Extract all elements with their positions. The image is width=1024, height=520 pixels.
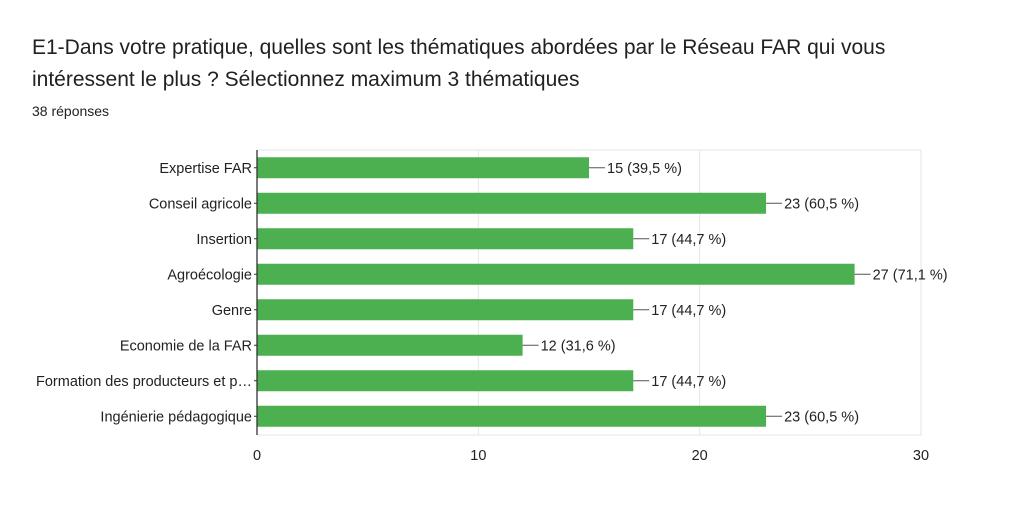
response-count: 38 réponses [32, 103, 110, 119]
value-label: 17 (44,7 %) [651, 232, 726, 248]
value-label: 27 (71,1 %) [873, 267, 948, 283]
value-label: 15 (39,5 %) [607, 161, 682, 177]
bar [257, 370, 634, 392]
value-label: 17 (44,7 %) [651, 374, 726, 390]
bar [257, 299, 634, 321]
bar [257, 192, 767, 214]
bar [257, 405, 767, 427]
x-tick-label: 20 [692, 448, 708, 464]
bar [257, 334, 523, 356]
value-label: 23 (60,5 %) [784, 196, 859, 212]
category-label: Formation des producteurs et p… [36, 374, 252, 390]
category-label: Genre [212, 303, 252, 319]
x-tick-label: 0 [253, 448, 261, 464]
x-tick-label: 10 [470, 448, 486, 464]
bar [257, 263, 855, 285]
x-tick-label: 30 [913, 448, 929, 464]
category-label: Expertise FAR [159, 161, 252, 177]
category-label: Insertion [196, 232, 252, 248]
category-label: Economie de la FAR [120, 338, 252, 354]
category-label: Ingénierie pédagogique [100, 409, 252, 425]
category-label: Conseil agricole [149, 196, 252, 212]
value-label: 23 (60,5 %) [784, 409, 859, 425]
category-label: Agroécologie [167, 267, 252, 283]
value-label: 17 (44,7 %) [651, 303, 726, 319]
question-title: E1-Dans votre pratique, quelles sont les… [32, 36, 886, 91]
bar [257, 228, 634, 250]
bar [257, 157, 589, 179]
value-label: 12 (31,6 %) [541, 338, 616, 354]
